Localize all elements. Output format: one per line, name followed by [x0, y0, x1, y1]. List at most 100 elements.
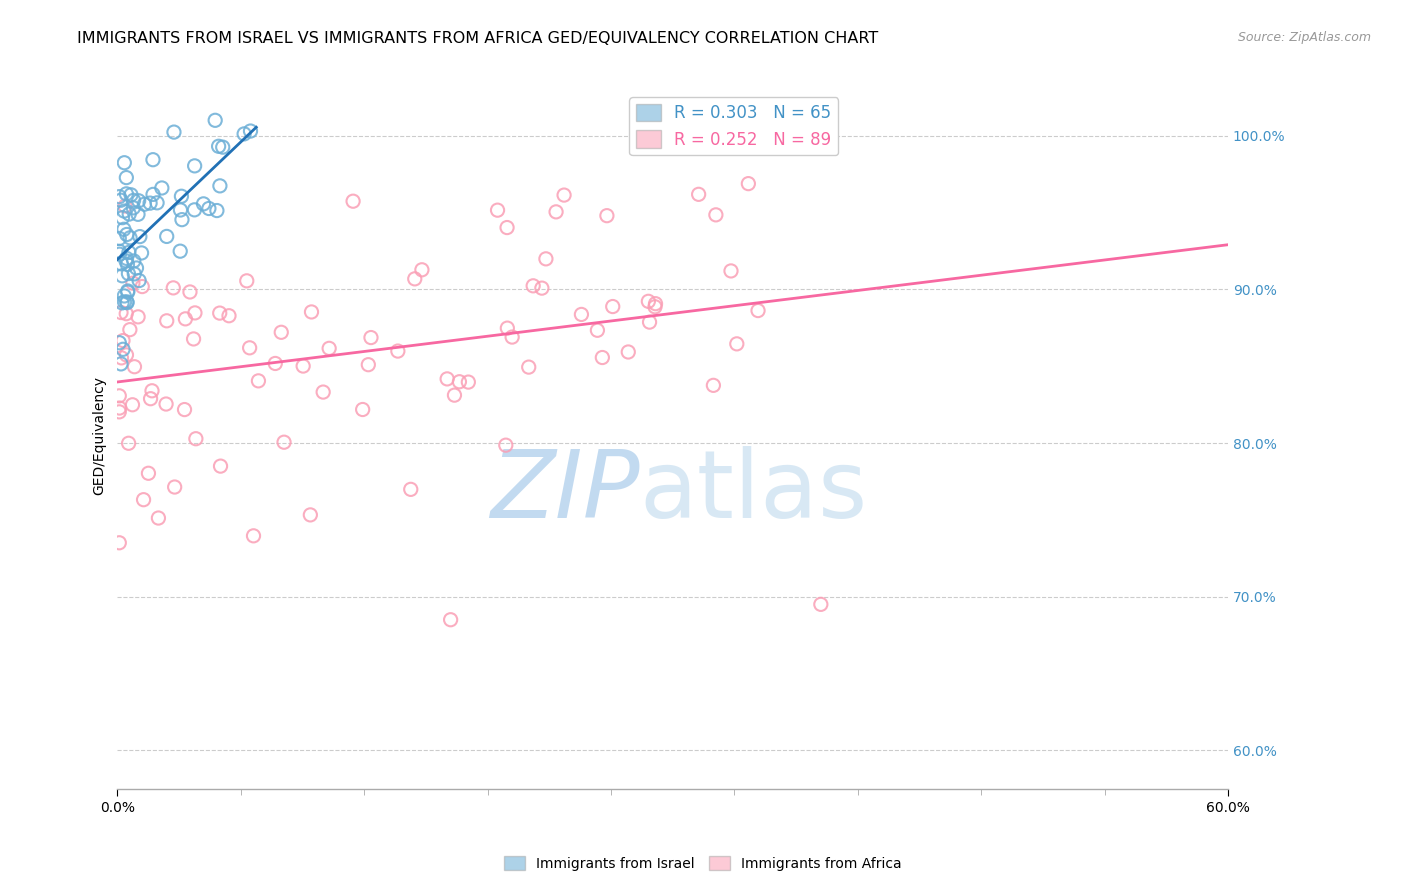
Point	[108, 244, 131, 259]
Point	[496, 220, 519, 235]
Point	[163, 480, 186, 494]
Point	[179, 285, 201, 299]
Point	[124, 359, 146, 374]
Point	[236, 274, 259, 288]
Point	[443, 388, 465, 402]
Point	[111, 211, 134, 225]
Point	[704, 208, 727, 222]
Point	[122, 276, 145, 290]
Point	[112, 289, 135, 303]
Point	[108, 231, 131, 245]
Point	[571, 307, 593, 321]
Point	[273, 435, 295, 450]
Point	[591, 351, 613, 365]
Point	[688, 187, 710, 202]
Point	[115, 294, 138, 309]
Point	[156, 314, 179, 328]
Point	[205, 203, 228, 218]
Point	[115, 186, 138, 201]
Point	[501, 330, 523, 344]
Point	[115, 252, 138, 266]
Point	[209, 459, 232, 474]
Point	[115, 227, 138, 242]
Point	[183, 332, 205, 346]
Point	[108, 401, 131, 415]
Point	[247, 374, 270, 388]
Point	[208, 306, 231, 320]
Point	[495, 438, 517, 452]
Point	[534, 252, 557, 266]
Point	[173, 402, 195, 417]
Legend: R = 0.303   N = 65, R = 0.252   N = 89: R = 0.303 N = 65, R = 0.252 N = 89	[630, 97, 838, 155]
Point	[112, 204, 135, 219]
Point	[163, 125, 186, 139]
Text: ZIP: ZIP	[489, 446, 640, 537]
Point	[110, 193, 132, 207]
Point	[142, 153, 165, 167]
Point	[312, 385, 335, 400]
Point	[174, 311, 197, 326]
Point	[111, 334, 134, 348]
Point	[108, 247, 131, 261]
Point	[128, 229, 150, 244]
Point	[108, 389, 131, 403]
Point	[183, 159, 205, 173]
Point	[352, 402, 374, 417]
Point	[117, 267, 139, 281]
Point	[546, 205, 568, 219]
Point	[128, 194, 150, 208]
Point	[747, 303, 769, 318]
Point	[115, 253, 138, 268]
Point	[118, 245, 141, 260]
Point	[496, 321, 519, 335]
Point	[141, 384, 163, 398]
Text: IMMIGRANTS FROM ISRAEL VS IMMIGRANTS FROM AFRICA GED/EQUIVALENCY CORRELATION CHA: IMMIGRANTS FROM ISRAEL VS IMMIGRANTS FRO…	[77, 31, 879, 46]
Point	[118, 231, 141, 245]
Point	[301, 305, 323, 319]
Point	[211, 140, 233, 154]
Point	[342, 194, 364, 209]
Point	[360, 330, 382, 344]
Point	[586, 323, 609, 337]
Text: Source: ZipAtlas.com: Source: ZipAtlas.com	[1237, 31, 1371, 45]
Y-axis label: GED/Equivalency: GED/Equivalency	[93, 376, 107, 495]
Point	[183, 202, 205, 217]
Point	[118, 207, 141, 221]
Point	[517, 360, 540, 375]
Point	[122, 194, 145, 208]
Point	[110, 305, 132, 319]
Point	[146, 195, 169, 210]
Point	[208, 178, 231, 193]
Point	[125, 260, 148, 275]
Point	[720, 264, 742, 278]
Point	[108, 535, 131, 549]
Point	[404, 272, 426, 286]
Point	[148, 511, 170, 525]
Point	[112, 155, 135, 169]
Point	[169, 202, 191, 217]
Text: atlas: atlas	[640, 446, 868, 538]
Point	[110, 257, 132, 271]
Point	[299, 508, 322, 522]
Point	[122, 254, 145, 268]
Point	[486, 203, 509, 218]
Point	[602, 300, 624, 314]
Legend: Immigrants from Israel, Immigrants from Africa: Immigrants from Israel, Immigrants from …	[499, 850, 907, 876]
Point	[111, 296, 134, 310]
Point	[184, 306, 207, 320]
Point	[357, 358, 380, 372]
Point	[522, 278, 544, 293]
Point	[128, 274, 150, 288]
Point	[387, 344, 409, 359]
Point	[193, 197, 215, 211]
Point	[440, 613, 463, 627]
Point	[702, 378, 724, 392]
Point	[156, 229, 179, 244]
Point	[108, 189, 131, 203]
Point	[142, 187, 165, 202]
Point	[121, 398, 143, 412]
Point	[457, 375, 479, 389]
Point	[117, 258, 139, 272]
Point	[530, 281, 553, 295]
Point	[124, 267, 146, 281]
